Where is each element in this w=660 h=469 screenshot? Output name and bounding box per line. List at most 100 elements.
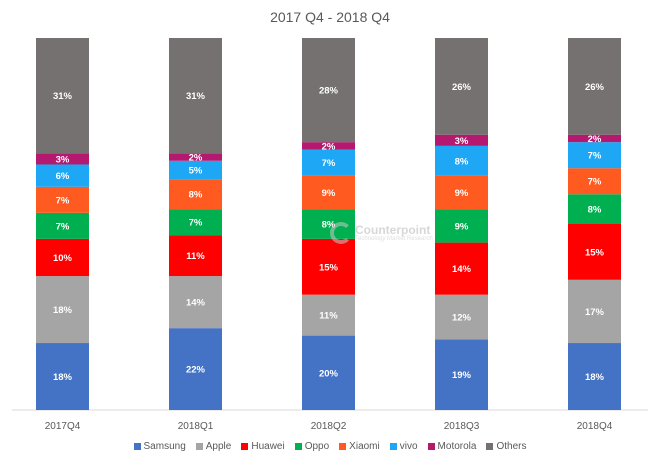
data-label-xiaomi-2018q1: 8% bbox=[189, 190, 203, 201]
bar-segment-others-2018q1 bbox=[169, 38, 222, 154]
bar-segment-motorola-2018q1 bbox=[169, 153, 222, 161]
legend-swatch-huawei bbox=[241, 443, 249, 450]
data-label-vivo-2018q4: 7% bbox=[588, 151, 602, 162]
data-label-apple-2018q1: 14% bbox=[186, 298, 206, 309]
counterpoint-watermark: Counterpoint Technology Market Research bbox=[330, 222, 433, 244]
bar-segment-oppo-2017q4 bbox=[36, 212, 89, 239]
bar-segment-apple-2018q2 bbox=[302, 294, 355, 336]
bar-segment-others-2018q4 bbox=[568, 38, 621, 135]
legend-label-vivo: vivo bbox=[399, 441, 418, 452]
watermark-name: Counterpoint bbox=[355, 222, 431, 237]
legend-item-samsung: Samsung bbox=[133, 441, 186, 452]
bar-segment-huawei-2018q1 bbox=[169, 235, 222, 277]
legend-swatch-samsung bbox=[133, 443, 141, 450]
bar-segment-motorola-2018q3 bbox=[435, 134, 488, 146]
data-label-others-2018q1: 31% bbox=[186, 91, 206, 102]
legend-swatch-others bbox=[486, 443, 494, 450]
data-label-others-2017q4: 31% bbox=[53, 91, 73, 102]
data-label-apple-2017q4: 18% bbox=[53, 305, 73, 316]
data-label-vivo-2018q3: 8% bbox=[455, 156, 469, 167]
legend-label-huawei: Huawei bbox=[251, 441, 285, 452]
data-label-apple-2018q3: 12% bbox=[452, 313, 472, 324]
data-label-xiaomi-2018q3: 9% bbox=[455, 188, 469, 199]
bars-layer: 18% 18% 10% 7% 7% 6% 3% 31% 22% 14% 11% 7% 8% 5% 2% 31%… bbox=[36, 38, 621, 410]
legend-label-xiaomi: Xiaomi bbox=[349, 441, 380, 452]
bar-segment-samsung-2018q4 bbox=[568, 343, 621, 410]
legend-label-samsung: Samsung bbox=[143, 441, 186, 452]
bar-segment-xiaomi-2018q1 bbox=[169, 179, 222, 210]
bar-segment-apple-2018q4 bbox=[568, 279, 621, 344]
category-label-2017q4: 2017Q4 bbox=[45, 421, 81, 432]
bar-segment-huawei-2018q3 bbox=[435, 242, 488, 295]
bar-segment-vivo-2018q1 bbox=[169, 160, 222, 180]
data-label-vivo-2017q4: 6% bbox=[56, 171, 70, 182]
counterpoint-logo-icon bbox=[330, 222, 352, 244]
legend-swatch-apple bbox=[195, 443, 203, 450]
legend-label-others: Others bbox=[496, 441, 527, 452]
data-label-huawei-2017q4: 10% bbox=[53, 253, 73, 264]
bar-segment-samsung-2018q1 bbox=[169, 328, 222, 410]
data-label-oppo-2018q4: 8% bbox=[588, 205, 602, 216]
bar-segment-xiaomi-2018q2 bbox=[302, 175, 355, 210]
category-label-2018q2: 2018Q2 bbox=[311, 421, 347, 432]
data-label-oppo-2018q2: 8% bbox=[322, 220, 336, 231]
bar-segment-vivo-2018q3 bbox=[435, 145, 488, 176]
bar-segment-samsung-2018q2 bbox=[302, 335, 355, 410]
bar-segment-motorola-2017q4 bbox=[36, 153, 89, 165]
bar-segment-oppo-2018q4 bbox=[568, 194, 621, 224]
data-label-huawei-2018q4: 15% bbox=[585, 247, 605, 258]
watermark-subtitle: Technology Market Research bbox=[355, 235, 433, 242]
bar-segment-others-2018q2 bbox=[302, 38, 355, 143]
bar-segment-apple-2018q1 bbox=[169, 276, 222, 329]
legend-item-apple: Apple bbox=[195, 441, 232, 452]
bar-segment-xiaomi-2017q4 bbox=[36, 186, 89, 213]
legend-label-oppo: Oppo bbox=[304, 441, 330, 452]
data-label-motorola-2018q3: 3% bbox=[455, 136, 469, 147]
data-label-vivo-2018q2: 7% bbox=[322, 158, 336, 169]
bar-segment-others-2017q4 bbox=[36, 38, 89, 154]
data-label-xiaomi-2018q2: 9% bbox=[322, 188, 336, 199]
legend-item-motorola: Motorola bbox=[427, 441, 477, 452]
category-label-2018q4: 2018Q4 bbox=[577, 421, 613, 432]
legend-swatch-xiaomi bbox=[339, 443, 347, 450]
bar-segment-oppo-2018q3 bbox=[435, 209, 488, 243]
bar-segment-oppo-2018q1 bbox=[169, 209, 222, 236]
legend-item-huawei: Huawei bbox=[241, 441, 285, 452]
data-label-xiaomi-2017q4: 7% bbox=[56, 195, 70, 206]
bar-segment-xiaomi-2018q4 bbox=[568, 168, 621, 195]
data-label-samsung-2017q4: 18% bbox=[53, 372, 73, 383]
data-label-vivo-2018q1: 5% bbox=[189, 166, 203, 177]
category-label-2018q3: 2018Q3 bbox=[444, 421, 480, 432]
bar-segment-vivo-2018q2 bbox=[302, 149, 355, 176]
bar-segment-others-2018q3 bbox=[435, 38, 488, 135]
data-label-others-2018q2: 28% bbox=[319, 86, 339, 97]
data-label-motorola-2018q1: 2% bbox=[189, 153, 203, 164]
legend-item-vivo: vivo bbox=[389, 441, 418, 452]
data-label-oppo-2018q1: 7% bbox=[189, 218, 203, 229]
bar-segment-huawei-2018q2 bbox=[302, 238, 355, 295]
data-label-motorola-2018q4: 2% bbox=[588, 134, 602, 145]
legend-swatch-vivo bbox=[389, 443, 397, 450]
bar-segment-vivo-2018q4 bbox=[568, 142, 621, 169]
legend-item-others: Others bbox=[486, 441, 526, 452]
data-label-samsung-2018q1: 22% bbox=[186, 365, 206, 376]
bar-segment-vivo-2017q4 bbox=[36, 164, 89, 187]
bar-segment-huawei-2017q4 bbox=[36, 238, 89, 277]
data-label-xiaomi-2018q4: 7% bbox=[588, 177, 602, 188]
legend-swatch-motorola bbox=[427, 443, 435, 450]
data-label-apple-2018q2: 11% bbox=[319, 311, 338, 322]
legend-label-apple: Apple bbox=[205, 441, 232, 452]
legend-item-oppo: Oppo bbox=[294, 441, 330, 452]
legend-label-motorola: Motorola bbox=[437, 441, 477, 452]
data-label-huawei-2018q2: 15% bbox=[319, 262, 339, 273]
data-label-apple-2018q4: 17% bbox=[585, 307, 605, 318]
data-label-others-2018q4: 26% bbox=[585, 82, 605, 93]
chart-title: 2017 Q4 - 2018 Q4 bbox=[270, 9, 390, 25]
data-label-samsung-2018q2: 20% bbox=[319, 368, 339, 379]
data-label-motorola-2018q2: 2% bbox=[322, 141, 336, 152]
legend-swatch-oppo bbox=[294, 443, 302, 450]
bar-segment-samsung-2018q3 bbox=[435, 339, 488, 410]
legend-item-xiaomi: Xiaomi bbox=[339, 441, 380, 452]
bar-segment-huawei-2018q4 bbox=[568, 224, 621, 280]
